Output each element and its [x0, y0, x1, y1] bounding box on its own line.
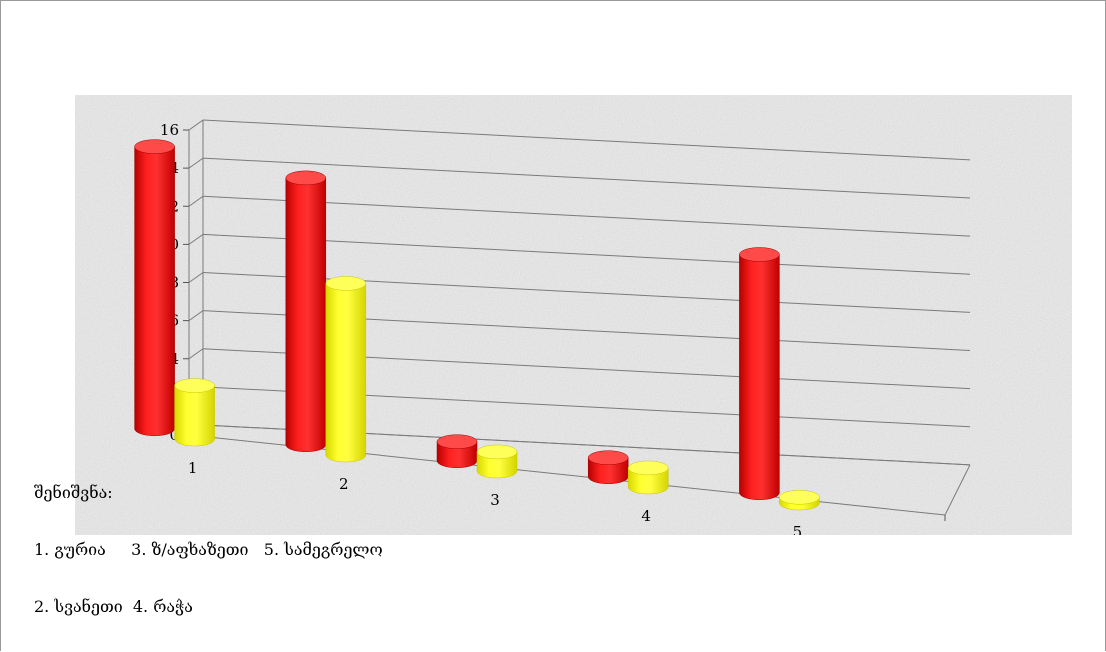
red-bar-top-3: [436, 434, 478, 449]
red-bar-1: [134, 146, 175, 436]
red-bar-2: [285, 177, 327, 452]
gridline: [202, 119, 971, 161]
floor-right-edge: [944, 464, 971, 516]
yellow-bar-top-3: [476, 444, 518, 460]
gridline: [202, 233, 971, 275]
gridline: [202, 157, 971, 199]
yellow-bar-top-1: [174, 378, 215, 393]
x-tick-label: 1: [188, 459, 198, 477]
y-tick-label: 0: [169, 426, 179, 444]
x-tick-label: 5: [793, 523, 803, 535]
red-bar-5: [739, 254, 780, 500]
chart-background: [75, 95, 1072, 535]
bar-layer: [134, 139, 820, 511]
gridline-side: [188, 195, 204, 207]
gridline-side: [188, 157, 204, 169]
yellow-bar-4: [627, 467, 669, 495]
gridline-side: [188, 310, 204, 322]
yellow-bar-1: [174, 385, 215, 447]
note-heading: შენიშვნა:: [34, 483, 113, 502]
x-tick-label: 2: [339, 475, 349, 493]
yellow-bar-top-4: [627, 460, 669, 476]
yellow-bar-top-2: [325, 276, 367, 291]
gridline-side: [188, 233, 204, 245]
red-bar-top-2: [285, 170, 327, 186]
red-bar-top-1: [134, 139, 175, 154]
x-tick-label: 3: [490, 491, 500, 509]
yellow-bar-3: [476, 451, 518, 479]
note-line-2: 2. სვანეთი 4. რაჭა: [34, 597, 193, 616]
yellow-bar-top-5: [779, 490, 820, 505]
red-bar-top-4: [587, 450, 629, 465]
gridline-side: [188, 348, 204, 360]
x-tick-label: 4: [641, 507, 651, 525]
yellow-bar-2: [325, 283, 367, 463]
y-tick-label: 16: [160, 121, 179, 139]
gridline: [202, 195, 971, 237]
gridline-side: [188, 119, 204, 131]
red-bar-top-5: [739, 247, 780, 262]
note-line-1: 1. გურია 3. ზ/აფხაზეთი 5. სამეგრელო: [34, 540, 383, 559]
gridline-side: [188, 272, 204, 283]
